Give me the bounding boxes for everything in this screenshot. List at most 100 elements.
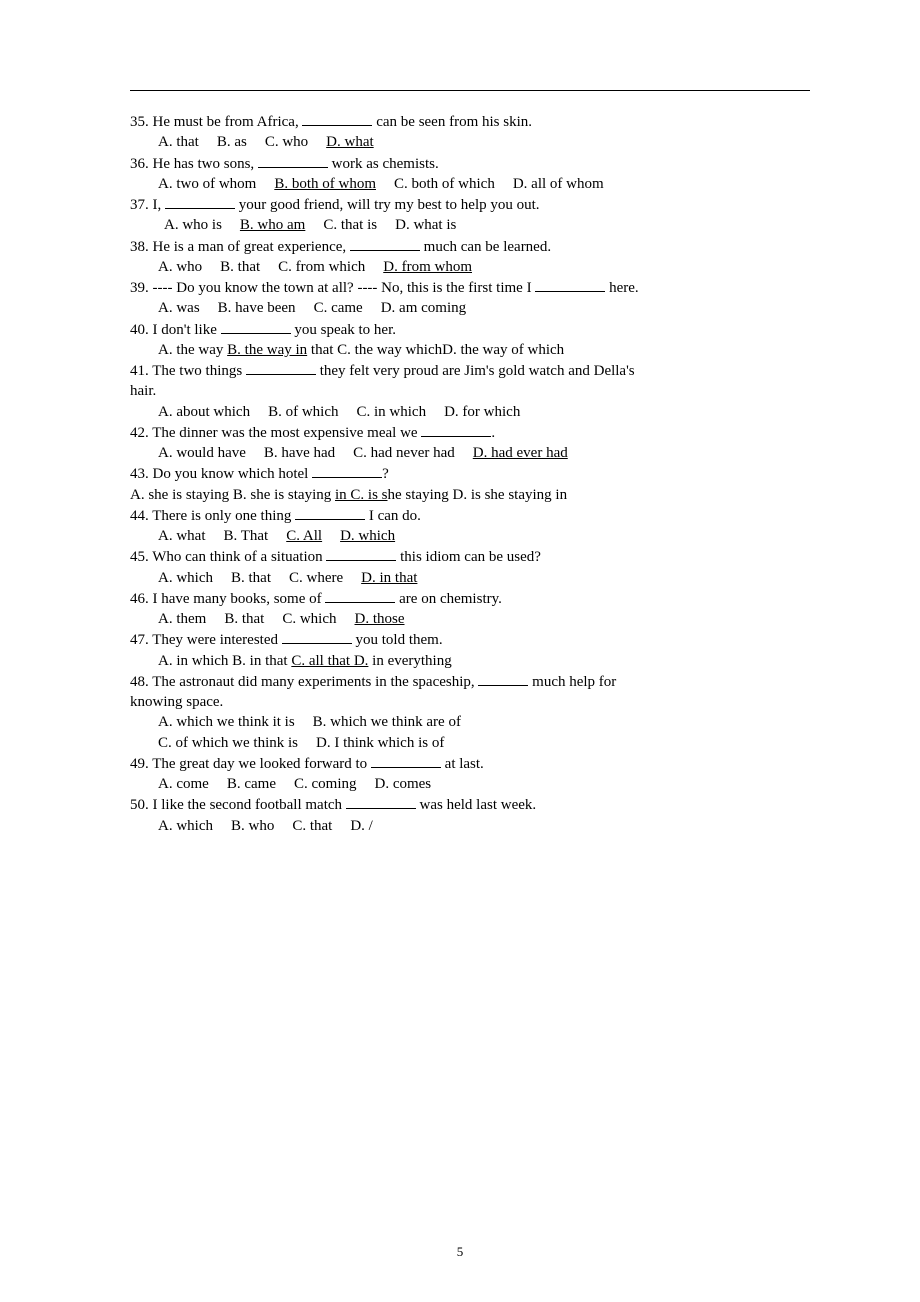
fill-blank (258, 153, 328, 168)
option: A. which we think it is (158, 714, 295, 730)
option: D. for which (444, 404, 520, 420)
question-stem: 40. I don't like you speak to her. (130, 319, 810, 340)
option: D. those (355, 611, 405, 627)
option: B. That (224, 528, 269, 544)
question-options: A. two of whom B. both of whom C. both of … (130, 174, 810, 194)
option: B. that (231, 570, 271, 586)
option: C. coming (294, 776, 357, 792)
question-options: A. which B. that C. where D. in that (130, 568, 810, 588)
question-options: A. in which B. in that C. all that D. in… (130, 651, 810, 671)
option: B. both of whom (274, 176, 376, 192)
question-40: 40. I don't like you speak to her.A. the… (130, 319, 810, 361)
fill-blank (165, 194, 235, 209)
option: D. from whom (383, 259, 472, 275)
top-rule (130, 90, 810, 91)
fill-blank (325, 588, 395, 603)
question-stem: 36. He has two sons, work as chemists. (130, 153, 810, 174)
question-options: A. would haveB. have hadC. had never had… (130, 443, 810, 463)
question-stem: 35. He must be from Africa, can be seen … (130, 111, 810, 132)
option: C. where (289, 570, 343, 586)
question-46: 46. I have many books, some of are on ch… (130, 588, 810, 630)
question-stem: 47. They were interested you told them. (130, 629, 810, 650)
question-42: 42. The dinner was the most expensive me… (130, 422, 810, 464)
question-stem: 41. The two things they felt very proud … (130, 360, 810, 381)
fill-blank (478, 671, 528, 686)
option: A. was (158, 300, 200, 316)
option: C. of which we think is (158, 735, 298, 751)
option: C. came (314, 300, 363, 316)
option: A. which (158, 570, 213, 586)
option: A. who (158, 259, 202, 275)
option: C. All (286, 528, 322, 544)
page-number: 5 (0, 1244, 920, 1260)
question-38: 38. He is a man of great experience, muc… (130, 236, 810, 278)
questions-list: 35. He must be from Africa, can be seen … (130, 111, 810, 836)
option: D. all of whom (513, 176, 604, 192)
question-options: A. comeB. cameC. comingD. comes (130, 774, 810, 794)
question-47: 47. They were interested you told them.A… (130, 629, 810, 671)
option: A. them (158, 611, 206, 627)
question-options: A. wasB. have beenC. cameD. am coming (130, 298, 810, 318)
question-stem: 49. The great day we looked forward to a… (130, 753, 810, 774)
question-45: 45. Who can think of a situation this id… (130, 546, 810, 588)
option: A. that (158, 134, 199, 150)
option: D. in that (361, 570, 417, 586)
question-options: A. them B. that C. which D. those (130, 609, 810, 629)
question-options: C. of which we think is D. I think which … (130, 733, 810, 753)
option: A. which (158, 818, 213, 834)
option: B. that (224, 611, 264, 627)
fill-blank (282, 629, 352, 644)
option: B. have had (264, 445, 335, 461)
fill-blank (326, 546, 396, 561)
question-continuation: knowing space. (130, 692, 810, 712)
option: B. who (231, 818, 274, 834)
fill-blank (346, 794, 416, 809)
question-stem: 45. Who can think of a situation this id… (130, 546, 810, 567)
option: C. both of which (394, 176, 495, 192)
fill-blank (302, 111, 372, 126)
option: D. which (340, 528, 395, 544)
question-stem: 37. I, your good friend, will try my bes… (130, 194, 810, 215)
page-content: 35. He must be from Africa, can be seen … (0, 0, 920, 836)
question-37: 37. I, your good friend, will try my bes… (130, 194, 810, 236)
question-stem: 48. The astronaut did many experiments i… (130, 671, 810, 692)
option: A. two of whom (158, 176, 256, 192)
option: D. I think which is of (316, 735, 444, 751)
question-49: 49. The great day we looked forward to a… (130, 753, 810, 795)
question-options: A. about whichB. of whichC. in whichD. f… (130, 402, 810, 422)
option: C. that (292, 818, 332, 834)
fill-blank (371, 753, 441, 768)
fill-blank (350, 236, 420, 251)
option: D. / (350, 818, 373, 834)
question-options: A. the way B. the way in that C. the way… (130, 340, 810, 360)
question-options: A. she is staying B. she is staying in C… (130, 485, 810, 505)
option: A. come (158, 776, 209, 792)
question-options: A. which we think it is B. which we think… (130, 712, 810, 732)
question-stem: 44. There is only one thing I can do. (130, 505, 810, 526)
question-41: 41. The two things they felt very proud … (130, 360, 810, 422)
fill-blank (221, 319, 291, 334)
option: B. as (217, 134, 247, 150)
option: C. from which (278, 259, 365, 275)
question-options: A. who isB. who amC. that isD. what is (130, 215, 810, 235)
fill-blank (421, 422, 491, 437)
question-stem: 38. He is a man of great experience, muc… (130, 236, 810, 257)
option: A. who is (164, 217, 222, 233)
question-39: 39. ---- Do you know the town at all? --… (130, 277, 810, 319)
option: B. which we think are of (313, 714, 461, 730)
option: C. in which (357, 404, 427, 420)
option: C. which (282, 611, 336, 627)
question-36: 36. He has two sons, work as chemists.A.… (130, 153, 810, 195)
option: A. would have (158, 445, 246, 461)
question-stem: 42. The dinner was the most expensive me… (130, 422, 810, 443)
fill-blank (246, 360, 316, 375)
question-stem: 39. ---- Do you know the town at all? --… (130, 277, 810, 298)
question-continuation: hair. (130, 381, 810, 401)
option: A. what (158, 528, 206, 544)
option: C. that is (323, 217, 377, 233)
option: D. what (326, 134, 374, 150)
question-stem: 50. I like the second football match was… (130, 794, 810, 815)
fill-blank (295, 505, 365, 520)
option: D. had ever had (473, 445, 568, 461)
question-stem: 43. Do you know which hotel ? (130, 463, 810, 484)
